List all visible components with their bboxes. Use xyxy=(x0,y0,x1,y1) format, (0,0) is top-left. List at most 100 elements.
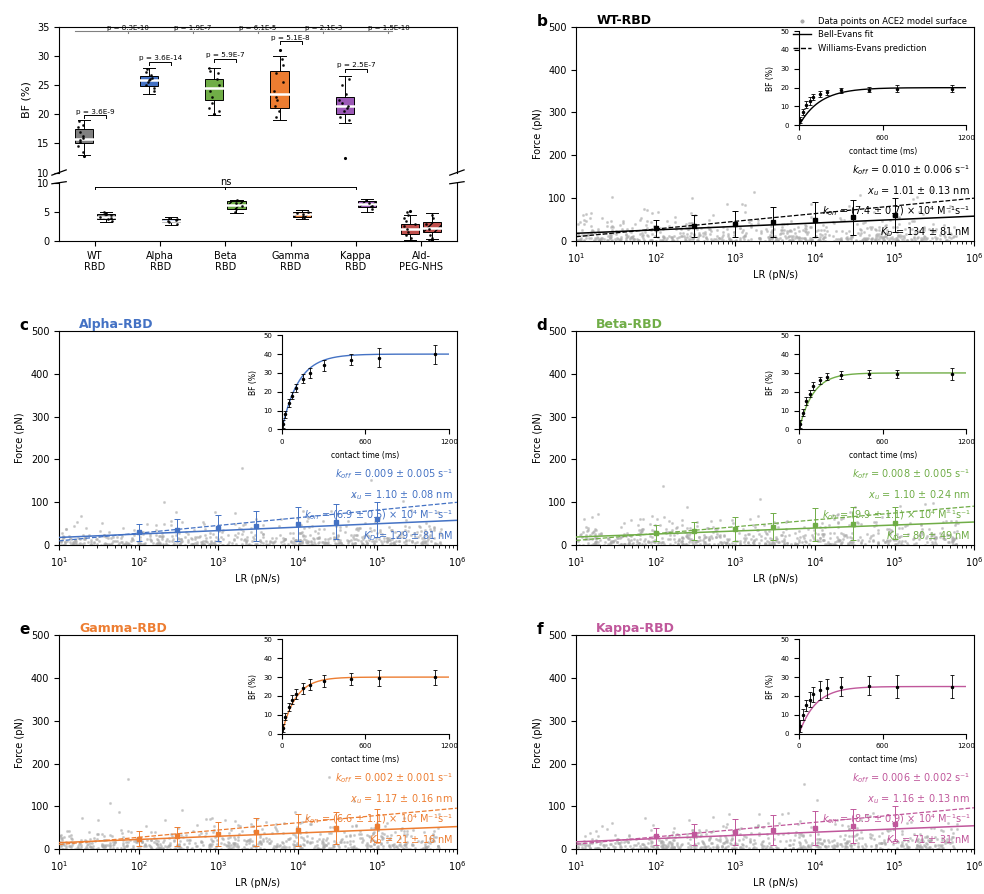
Point xyxy=(725,824,741,839)
Point xyxy=(697,233,712,248)
Point xyxy=(815,228,830,242)
Point xyxy=(91,840,106,855)
Point xyxy=(909,231,925,245)
Point xyxy=(752,536,768,551)
Point xyxy=(850,839,866,854)
Point xyxy=(292,838,308,852)
Point xyxy=(678,537,694,552)
Point xyxy=(701,220,716,234)
Text: p = 6.1E-5: p = 6.1E-5 xyxy=(239,25,277,31)
Point xyxy=(947,532,962,546)
Point xyxy=(712,232,728,246)
Point xyxy=(318,532,334,546)
Point xyxy=(230,840,246,855)
Point xyxy=(769,535,785,549)
Point xyxy=(328,531,343,545)
Point xyxy=(909,839,925,853)
Point xyxy=(587,528,603,543)
Point xyxy=(667,830,683,844)
Point xyxy=(849,821,865,835)
Point xyxy=(105,529,121,544)
Point xyxy=(889,231,904,245)
Point xyxy=(769,842,785,856)
Point xyxy=(894,835,910,849)
Point xyxy=(612,232,628,247)
Point xyxy=(255,518,271,532)
Point xyxy=(402,841,418,856)
Point xyxy=(666,527,682,542)
Point xyxy=(655,231,671,245)
Point xyxy=(645,818,660,832)
Point xyxy=(865,534,881,548)
Point xyxy=(765,233,780,248)
Point xyxy=(655,839,671,854)
Point xyxy=(672,839,688,854)
Point xyxy=(678,528,694,543)
Point xyxy=(111,536,127,550)
Point xyxy=(347,536,363,551)
Point xyxy=(680,839,696,854)
Point xyxy=(299,835,315,849)
Point xyxy=(681,836,697,850)
Point xyxy=(806,523,822,537)
Point xyxy=(891,217,906,232)
Point xyxy=(203,537,218,552)
Point xyxy=(373,837,389,851)
Point xyxy=(275,836,290,850)
Point xyxy=(896,841,912,856)
Point xyxy=(252,835,268,849)
Point xyxy=(179,839,195,854)
Point xyxy=(817,230,832,244)
Point xyxy=(269,824,284,839)
Point xyxy=(95,840,111,855)
Point xyxy=(907,233,923,248)
Point xyxy=(843,535,859,549)
Point xyxy=(430,839,446,853)
Point xyxy=(862,809,878,823)
Point xyxy=(724,513,740,527)
Point xyxy=(101,537,117,552)
Point xyxy=(786,828,802,842)
Point xyxy=(604,815,620,830)
Point xyxy=(811,224,827,238)
Point xyxy=(747,533,763,547)
Point xyxy=(721,536,737,551)
Point xyxy=(120,538,136,552)
Point xyxy=(133,533,149,547)
Point xyxy=(927,230,943,244)
Point xyxy=(105,534,121,548)
Point xyxy=(605,226,621,240)
Point xyxy=(701,536,716,551)
Bar xyxy=(292,212,311,216)
Point xyxy=(777,841,793,856)
Point xyxy=(374,534,390,548)
Point xyxy=(81,528,96,543)
Point xyxy=(925,528,941,543)
Point xyxy=(641,535,656,549)
Point xyxy=(78,841,93,856)
Point xyxy=(630,538,646,552)
Point xyxy=(853,535,869,549)
Point xyxy=(736,531,752,545)
Point xyxy=(315,513,331,527)
Point xyxy=(810,793,826,807)
Point xyxy=(603,838,619,852)
Point xyxy=(916,232,932,246)
Point xyxy=(858,839,874,853)
Point xyxy=(373,836,389,850)
Point xyxy=(660,837,676,851)
Point xyxy=(152,840,167,855)
Point xyxy=(689,515,705,529)
Point xyxy=(852,189,868,203)
Point xyxy=(587,523,603,537)
Point xyxy=(296,832,312,847)
Point xyxy=(399,537,414,552)
Point xyxy=(432,536,448,551)
Point xyxy=(94,839,110,853)
Point xyxy=(814,527,830,541)
Point xyxy=(174,534,190,548)
Point xyxy=(645,206,660,220)
Point xyxy=(286,839,302,854)
Point xyxy=(268,839,283,853)
Point xyxy=(707,232,722,247)
